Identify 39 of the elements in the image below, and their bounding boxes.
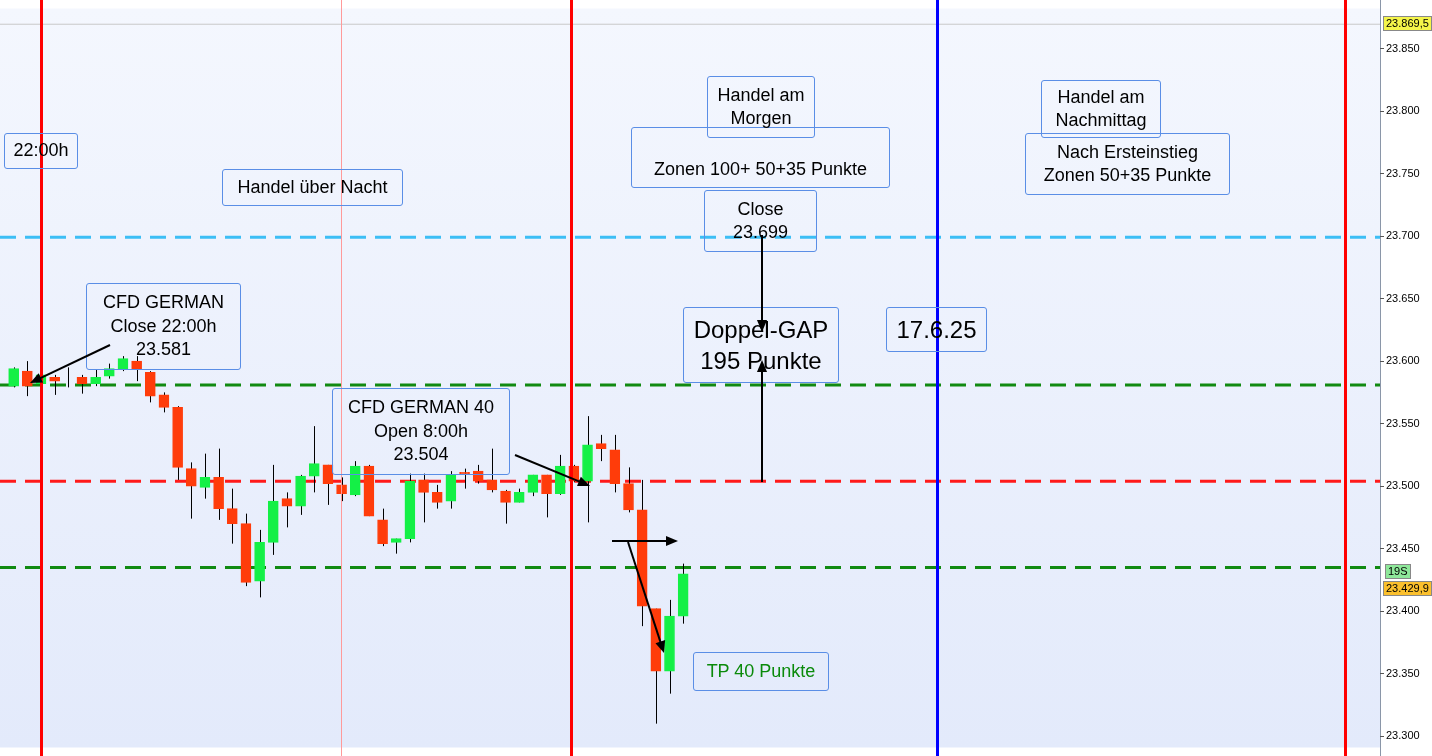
annotation: TP 40 Punkte	[693, 652, 829, 691]
candlestick	[500, 489, 511, 525]
candlestick	[76, 374, 88, 395]
candlestick	[595, 434, 607, 462]
candlestick	[144, 370, 156, 403]
y-tick-label: 23.850	[1386, 41, 1420, 54]
candlestick	[226, 488, 238, 545]
y-tick-label: 23.800	[1386, 104, 1420, 117]
y-tick-label: 23.600	[1386, 354, 1420, 367]
y-tick-label: 23.500	[1386, 479, 1420, 492]
annotation: CFD GERMAN 40 Open 8:00h 23.504	[332, 388, 510, 475]
y-tick-label: 23.450	[1386, 541, 1420, 554]
annotation: Nach Ersteinstieg Zonen 50+35 Punkte	[1025, 133, 1230, 195]
annotation: CFD GERMAN Close 22:00h 23.581	[86, 283, 241, 370]
annotation: Doppel-GAP 195 Punkte	[683, 307, 839, 383]
y-tick-label: 23.650	[1386, 291, 1420, 304]
candlestick	[308, 425, 320, 493]
candlestick	[322, 464, 334, 506]
annotation: Handel über Nacht	[222, 169, 403, 206]
y-tick-label: 23.550	[1386, 416, 1420, 429]
annotation: Handel am Nachmittag	[1041, 80, 1161, 138]
candlestick	[377, 508, 388, 547]
text: 19S	[1385, 564, 1411, 579]
candlestick	[541, 474, 552, 518]
text: 23.429,9	[1383, 581, 1432, 596]
candlestick	[281, 491, 293, 528]
y-tick-label: 23.700	[1386, 229, 1420, 242]
ref-line-label: 23.869,5	[1383, 16, 1432, 32]
y-tick-label: 23.300	[1386, 729, 1420, 742]
candlestick	[131, 355, 142, 382]
annotation: Handel am Morgen	[707, 76, 815, 138]
candlestick	[199, 453, 211, 500]
y-tick-label: 23.400	[1386, 604, 1420, 617]
y-tick-label: 23.350	[1386, 666, 1420, 679]
annotation: Zonen 100+ 50+35 Punkte	[631, 127, 890, 188]
y-tick-label: 23.750	[1386, 166, 1420, 179]
candlestick	[418, 473, 429, 523]
candlestick	[8, 366, 19, 388]
candlestick	[185, 461, 197, 520]
